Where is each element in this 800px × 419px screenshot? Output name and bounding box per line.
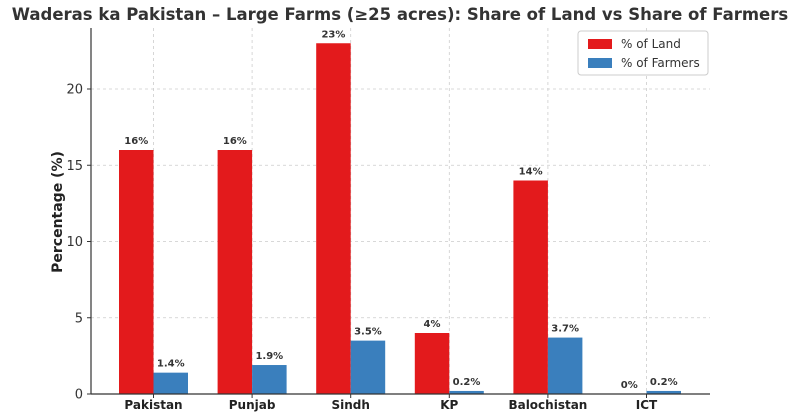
bar-farmers-balochistan <box>547 337 583 394</box>
bar-land-pakistan <box>119 150 154 394</box>
bar-land-kp <box>414 333 450 394</box>
x-tick-label: Balochistan <box>508 398 587 412</box>
data-label: 1.4% <box>157 359 185 370</box>
data-label: 3.7% <box>551 324 579 335</box>
chart-title: Waderas ka Pakistan – Large Farms (≥25 a… <box>11 5 789 24</box>
axes-layer: 0 5 10 15 20 Pakistan Punjab Sindh KP Balochistan… <box>66 28 710 412</box>
y-tick-label: 10 <box>66 235 83 250</box>
bar-farmers-pakistan <box>153 372 188 394</box>
y-tick-label: 15 <box>66 159 83 174</box>
data-label: 23% <box>321 29 345 40</box>
y-tick-label: 0 <box>75 388 83 403</box>
grid-layer <box>91 28 710 394</box>
bar-farmers-kp <box>449 390 484 394</box>
data-label: 14% <box>519 167 543 178</box>
data-label: 16% <box>223 136 247 147</box>
bar-land-sindh <box>316 43 351 394</box>
bar-land-balochistan <box>513 180 548 394</box>
legend-label-farmers: % of Farmers <box>621 56 700 70</box>
y-tick-label: 20 <box>66 83 83 98</box>
legend-swatch-farmers <box>588 58 612 68</box>
data-label: 1.9% <box>255 351 283 362</box>
data-label: 0.2% <box>453 377 481 388</box>
bars-layer <box>119 43 681 394</box>
x-tick-label: ICT <box>636 398 658 412</box>
data-label: 16% <box>124 136 148 147</box>
data-label: 0% <box>621 380 638 391</box>
x-tick-label: KP <box>440 398 458 412</box>
y-tick-label: 5 <box>75 311 83 326</box>
data-labels-layer: 16% 16% 23% 4% 14% 0% 1.4% 1.9% 3.5% 0.2% 3.7% 0.2% <box>124 29 677 391</box>
bar-land-punjab <box>217 150 253 394</box>
data-label: 4% <box>424 319 441 330</box>
x-tick-label: Pakistan <box>124 398 182 412</box>
data-label: 3.5% <box>354 327 382 338</box>
legend-swatch-land <box>588 39 612 49</box>
data-label: 0.2% <box>650 377 678 388</box>
bar-farmers-punjab <box>252 365 287 394</box>
x-tick-label: Sindh <box>331 398 369 412</box>
legend-label-land: % of Land <box>621 37 681 51</box>
bar-farmers-sindh <box>350 340 386 394</box>
x-tick-label: Punjab <box>229 398 276 412</box>
bar-farmers-ict <box>646 390 681 394</box>
y-axis-label: Percentage (%) <box>50 151 66 273</box>
legend: % of Land % of Farmers <box>577 30 709 76</box>
